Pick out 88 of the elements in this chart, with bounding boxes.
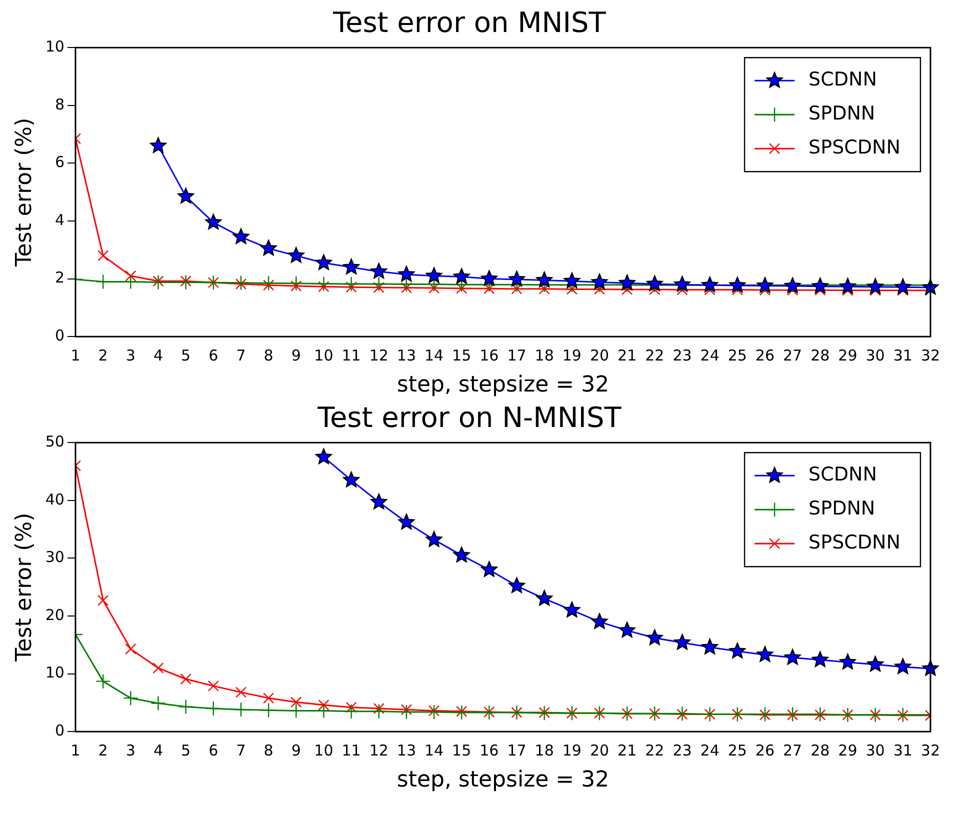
x-tick-label: 24 (700, 741, 720, 760)
x-tick-label: 11 (342, 741, 361, 760)
x-tick-label: 26 (755, 346, 775, 364)
chart-title: Test error on N-MNIST (316, 401, 622, 434)
x-tick-label: 15 (452, 741, 472, 760)
x-tick-label: 27 (783, 346, 802, 364)
x-tick-label: 2 (98, 741, 108, 760)
x-tick-label: 15 (452, 346, 472, 364)
x-tick-label: 10 (314, 741, 334, 760)
y-tick-label: 10 (45, 664, 64, 682)
x-tick-label: 28 (810, 346, 830, 364)
x-tick-label: 9 (291, 741, 301, 760)
x-tick-label: 29 (838, 741, 858, 760)
y-axis-title: Test error (%) (12, 118, 37, 268)
x-tick-label: 20 (590, 741, 610, 760)
x-tick-label: 25 (728, 741, 747, 760)
x-tick-label: 14 (424, 741, 444, 760)
x-tick-label: 16 (480, 346, 499, 364)
legend-label: SPDNN (808, 102, 876, 125)
x-tick-label: 5 (181, 346, 191, 364)
x-tick-label: 3 (126, 346, 136, 364)
x-tick-label: 28 (810, 741, 830, 760)
legend-label: SPDNN (808, 498, 876, 520)
x-tick-label: 21 (618, 741, 637, 760)
legend-label: SCDNN (808, 68, 877, 91)
y-tick-label: 4 (54, 210, 64, 229)
chart-title: Test error on MNIST (332, 6, 607, 40)
x-tick-label: 31 (893, 346, 912, 364)
x-tick-label: 32 (920, 346, 940, 364)
x-tick-label: 2 (98, 346, 108, 364)
x-tick-label: 31 (893, 741, 912, 760)
y-tick-label: 0 (54, 326, 64, 344)
x-tick-label: 12 (369, 741, 388, 760)
x-tick-label: 32 (920, 741, 940, 760)
y-tick-label: 6 (54, 153, 64, 172)
x-tick-label: 1 (70, 346, 80, 364)
y-tick-label: 50 (45, 432, 64, 450)
y-tick-label: 2 (54, 268, 64, 287)
x-axis-title: step, stepsize = 32 (396, 768, 610, 793)
x-tick-label: 8 (264, 346, 274, 364)
x-tick-label: 13 (396, 741, 416, 760)
x-tick-label: 30 (866, 346, 885, 364)
x-tick-label: 25 (728, 346, 747, 364)
x-tick-label: 4 (153, 741, 163, 760)
legend-label: SPSCDNN (808, 136, 900, 159)
x-tick-label: 9 (291, 346, 301, 364)
x-tick-label: 18 (534, 741, 554, 760)
legend-label: SCDNN (808, 464, 877, 486)
x-tick-label: 3 (126, 741, 136, 760)
x-tick-label: 7 (236, 346, 246, 364)
x-tick-label: 12 (369, 346, 388, 364)
legend-label: SPSCDNN (808, 532, 900, 554)
x-tick-label: 13 (396, 346, 416, 364)
y-tick-label: 40 (45, 490, 64, 508)
x-tick-label: 27 (783, 741, 802, 760)
x-tick-label: 6 (208, 346, 218, 364)
y-tick-label: 30 (45, 548, 64, 566)
x-tick-label: 7 (236, 741, 246, 760)
x-tick-label: 23 (672, 346, 692, 364)
y-tick-label: 8 (54, 95, 64, 114)
x-tick-label: 20 (590, 346, 610, 364)
y-tick-label: 10 (45, 37, 64, 56)
x-tick-label: 21 (618, 346, 637, 364)
x-tick-label: 14 (424, 346, 444, 364)
x-tick-label: 18 (534, 346, 554, 364)
x-tick-label: 4 (153, 346, 163, 364)
y-axis-title: Test error (%) (12, 512, 37, 662)
x-tick-label: 10 (314, 346, 334, 364)
x-tick-label: 30 (866, 741, 885, 760)
y-tick-label: 20 (45, 606, 64, 624)
x-tick-label: 8 (264, 741, 274, 760)
x-tick-label: 17 (507, 346, 526, 364)
y-tick-label: 0 (54, 721, 64, 740)
x-tick-label: 1 (70, 741, 80, 760)
x-tick-label: 5 (181, 741, 191, 760)
x-tick-label: 11 (342, 346, 361, 364)
x-tick-label: 23 (672, 741, 692, 760)
x-tick-label: 29 (838, 346, 858, 364)
x-tick-label: 16 (480, 741, 499, 760)
x-tick-label: 22 (645, 346, 664, 364)
x-tick-label: 22 (645, 741, 664, 760)
x-tick-label: 19 (562, 346, 582, 364)
x-axis-title: step, stepsize = 32 (396, 372, 610, 398)
x-tick-label: 24 (700, 346, 720, 364)
x-tick-label: 26 (755, 741, 775, 760)
x-tick-label: 6 (208, 741, 218, 760)
x-tick-label: 19 (562, 741, 582, 760)
x-tick-label: 17 (507, 741, 526, 760)
